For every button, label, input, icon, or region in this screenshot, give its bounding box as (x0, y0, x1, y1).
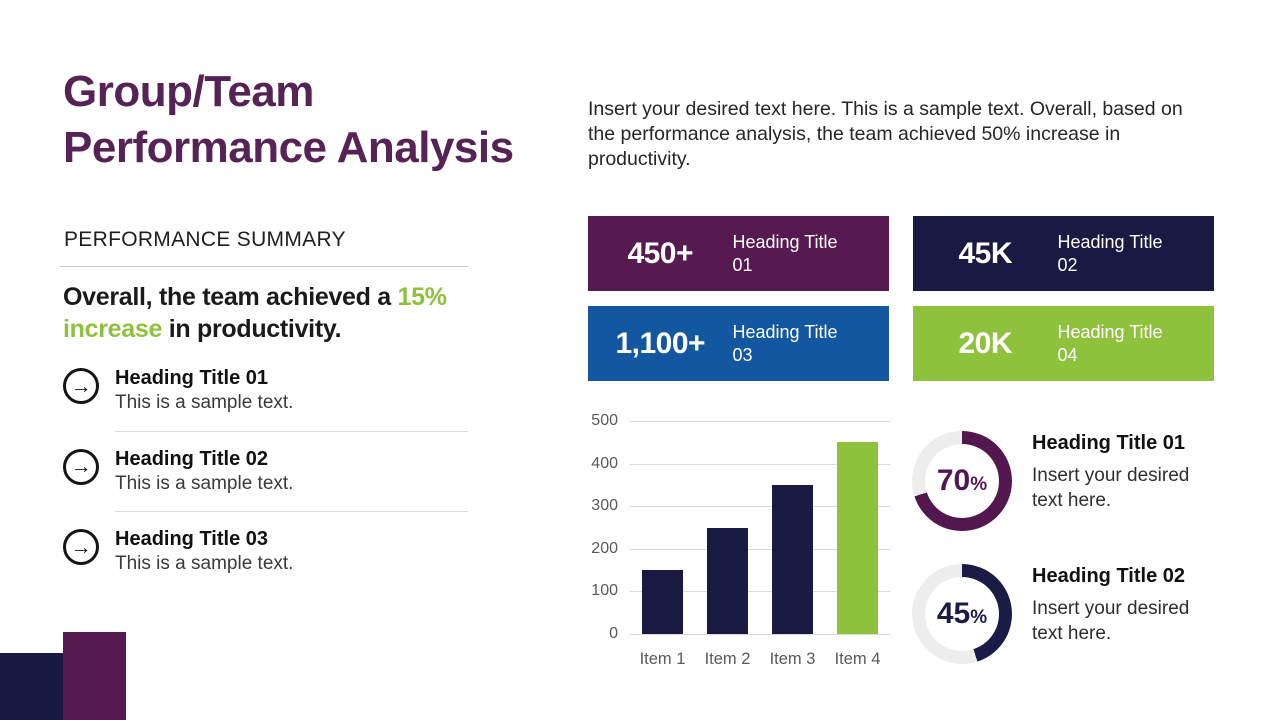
summary-item-2: → Heading Title 02 This is a sample text… (63, 447, 468, 497)
y-axis-tick: 200 (591, 539, 618, 557)
stat-label: Heading Title 04 (1057, 322, 1163, 365)
donut-text: Heading Title 01 Insert your desired tex… (1032, 432, 1214, 513)
arrow-right-icon: → (63, 529, 99, 566)
y-axis-tick: 300 (591, 497, 618, 515)
y-axis-tick: 500 (591, 412, 618, 429)
y-axis-tick: 400 (591, 454, 618, 472)
donut-block-2: 45% Heading Title 02 Insert your desired… (912, 564, 1214, 669)
bar-chart: 0 100 200 300 400 500 Item 1 Item 2 Item 3 Item 4 (588, 412, 890, 673)
donut-text: Heading Title 02 Insert your desired tex… (1032, 565, 1214, 646)
section-divider (60, 266, 468, 267)
summary-item-title: Heading Title 02 (115, 447, 269, 470)
summary-item-text: This is a sample text. (115, 553, 294, 575)
intro-paragraph: Insert your desired text here. This is a… (588, 98, 1183, 170)
stat-value: 20K (958, 326, 1012, 360)
stat-card-3: 1,100+ Heading Title 03 (588, 306, 889, 381)
donut-chart-70: 70% (912, 431, 1012, 531)
arrow-right-icon: → (63, 368, 99, 404)
statement-highlight: 15% increase (63, 283, 447, 343)
gridline (630, 591, 890, 593)
section-label: PERFORMANCE SUMMARY (64, 228, 346, 251)
y-axis-tick: 100 (591, 582, 618, 600)
x-axis-tick: Item 1 (639, 650, 686, 668)
donut-description: Insert your desired text here. (1032, 598, 1190, 644)
summary-item-title: Heading Title 03 (115, 528, 269, 551)
gridline (630, 463, 890, 465)
slide-title: Group/Team Performance Analysis (63, 67, 514, 173)
summary-item-title: Heading Title 01 (115, 367, 269, 389)
stat-value: 1,100+ (615, 326, 706, 360)
summary-item-3: → Heading Title 03 This is a sample text… (63, 527, 468, 577)
donut-title: Heading Title 02 (1032, 565, 1186, 587)
donut-title: Heading Title 01 (1032, 432, 1186, 454)
item-divider (115, 430, 468, 432)
bar-item-2 (707, 527, 748, 634)
donut-unit: % (970, 474, 988, 495)
donut-center: 70% (925, 444, 999, 518)
gridline (630, 548, 890, 550)
summary-item-text: This is a sample text. (115, 472, 294, 494)
statement-prefix: Overall, the team achieved a (63, 283, 398, 311)
x-axis-tick: Item 2 (704, 650, 751, 668)
summary-item-1: → Heading Title 01 This is a sample text… (63, 366, 468, 416)
donut-value: 70 (936, 464, 971, 497)
stat-label: Heading Title 02 (1057, 232, 1163, 275)
item-divider (115, 511, 468, 513)
bar-item-1 (642, 570, 683, 634)
gridline (630, 421, 890, 422)
y-axis-tick: 0 (609, 625, 618, 642)
stat-cards: 450+ Heading Title 01 45K Heading Title … (588, 216, 1214, 381)
statement-suffix: in productivity. (162, 315, 342, 343)
x-axis-tick: Item 3 (769, 650, 816, 668)
donut-chart-45: 45% (912, 564, 1012, 664)
stat-label: Heading Title 03 (732, 322, 838, 365)
x-axis-tick: Item 4 (834, 650, 881, 668)
stat-card-4: 20K Heading Title 04 (913, 306, 1214, 381)
donut-center: 45% (925, 577, 999, 651)
donut-block-1: 70% Heading Title 01 Insert your desired… (912, 431, 1214, 536)
decor-navy-square (0, 653, 63, 720)
stat-card-2: 45K Heading Title 02 (913, 216, 1214, 291)
summary-list: → Heading Title 01 This is a sample text… (63, 366, 468, 577)
summary-item-text: This is a sample text. (115, 392, 294, 413)
arrow-right-icon: → (63, 448, 99, 485)
gridline (630, 506, 890, 508)
donut-unit: % (970, 607, 988, 628)
decor-purple-square (63, 632, 126, 720)
donut-value: 45 (936, 597, 971, 630)
stat-value: 45K (958, 236, 1012, 270)
stat-value: 450+ (627, 236, 694, 270)
gridline (630, 634, 890, 635)
bar-item-3 (772, 484, 813, 634)
stat-card-1: 450+ Heading Title 01 (588, 216, 889, 291)
donut-description: Insert your desired text here. (1032, 465, 1190, 511)
stat-label: Heading Title 01 (732, 232, 838, 275)
bar-item-4 (837, 442, 878, 634)
summary-statement: Overall, the team achieved a 15% increas… (63, 281, 493, 345)
